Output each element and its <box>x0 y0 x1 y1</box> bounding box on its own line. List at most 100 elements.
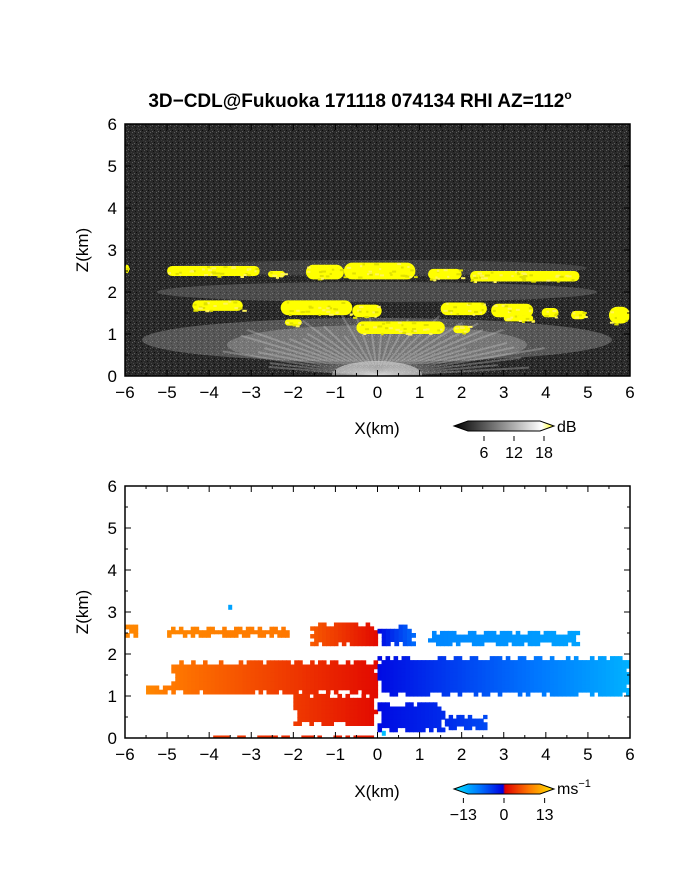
echo-pixel <box>457 688 463 693</box>
echo-pixel <box>585 668 591 673</box>
echo-pixel <box>405 668 411 673</box>
echo-pixel <box>429 668 435 673</box>
echo-pixel <box>349 681 355 687</box>
echo-pixel <box>331 268 335 271</box>
echo-pixel <box>397 676 403 681</box>
echo-pixel <box>581 668 587 673</box>
echo-pixel <box>569 680 575 685</box>
echo-pixel <box>349 709 355 715</box>
echo-pixel <box>361 681 367 687</box>
echo-pixel <box>357 713 363 719</box>
echo-pixel <box>318 626 323 631</box>
echo-pixel <box>531 634 537 639</box>
echo-pixel <box>453 656 459 661</box>
echo-pixel <box>584 316 588 319</box>
echo-pixel <box>369 709 375 715</box>
echo-pixel <box>373 672 379 678</box>
echo-pixel <box>191 677 196 682</box>
echo-pixel <box>254 668 260 674</box>
echo-pixel <box>237 630 243 635</box>
echo-pixel <box>495 641 501 647</box>
echo-pixel <box>578 314 582 317</box>
echo-pixel <box>522 273 528 276</box>
unit-base: ms <box>557 781 578 798</box>
echo-pixel <box>226 630 231 635</box>
echo-pixel <box>533 688 539 693</box>
echo-pixel <box>361 626 367 631</box>
echo-pixel <box>421 692 427 697</box>
echo-pixel <box>195 681 200 687</box>
echo-pixel <box>581 684 587 689</box>
echo-pixel <box>428 714 434 720</box>
echo-pixel <box>398 628 404 634</box>
echo-pixel <box>222 664 228 670</box>
echo-pixel <box>477 676 483 681</box>
reflectivity-echo <box>280 300 353 316</box>
echo-pixel <box>475 722 480 727</box>
echo-pixel <box>555 641 561 647</box>
echo-pixel <box>447 630 453 636</box>
echo-pixel <box>381 672 387 677</box>
echo-pixel <box>473 656 479 661</box>
echo-pixel <box>171 685 176 691</box>
echo-pixel <box>555 638 561 643</box>
echo-pixel <box>226 664 232 670</box>
echo-pixel <box>444 722 450 727</box>
echo-pixel <box>230 681 236 687</box>
echo-pixel <box>353 709 359 715</box>
echo-pixel <box>274 689 279 695</box>
echo-pixel <box>233 301 238 304</box>
echo-pixel <box>314 634 319 639</box>
echo-pixel <box>307 270 311 273</box>
echo-pixel <box>413 672 419 677</box>
echo-pixel <box>443 641 449 647</box>
reflectivity-echo <box>428 268 466 282</box>
echo-pixel <box>557 684 563 689</box>
echo-pixel <box>417 692 423 697</box>
echo-pixel <box>234 672 240 678</box>
echo-pixel <box>290 681 295 687</box>
echo-pixel <box>242 664 248 670</box>
echo-pixel <box>513 668 519 673</box>
echo-pixel <box>211 267 217 270</box>
echo-pixel <box>410 269 414 272</box>
echo-pixel <box>310 672 315 678</box>
echo-pixel <box>505 672 511 677</box>
echo-pixel <box>529 668 535 673</box>
echo-pixel <box>270 668 275 674</box>
echo-pixel <box>425 672 431 677</box>
echo-pixel <box>433 672 439 677</box>
echo-pixel <box>405 664 411 669</box>
echo-pixel <box>242 668 248 674</box>
echo-pixel <box>517 672 523 677</box>
echo-pixel <box>385 684 391 689</box>
echo-pixel <box>537 688 543 693</box>
echo-pixel <box>453 660 459 665</box>
echo-pixel <box>191 664 196 670</box>
echo-pixel <box>573 660 579 665</box>
echo-pixel <box>393 727 398 733</box>
echo-pixel <box>389 668 395 673</box>
echo-pixel <box>501 684 507 689</box>
echo-pixel <box>381 637 387 642</box>
echo-pixel <box>505 680 511 685</box>
echo-pixel <box>243 274 247 277</box>
echo-pixel <box>385 660 391 665</box>
echo-pixel <box>437 680 443 685</box>
echo-pixel <box>329 721 335 726</box>
echo-pixel <box>432 723 438 729</box>
echo-pixel <box>309 735 314 738</box>
echo-pixel <box>250 689 256 695</box>
echo-pixel <box>485 672 491 677</box>
echo-pixel <box>479 722 484 727</box>
echo-pixel <box>597 692 603 697</box>
echo-pixel <box>203 685 208 691</box>
echo-pixel <box>329 626 335 631</box>
echo-pixel <box>183 681 188 687</box>
echo-pixel <box>357 660 363 666</box>
echo-pixel <box>545 664 551 669</box>
echo-pixel <box>405 688 411 693</box>
echo-pixel <box>525 668 531 673</box>
echo-pixel <box>345 705 351 711</box>
